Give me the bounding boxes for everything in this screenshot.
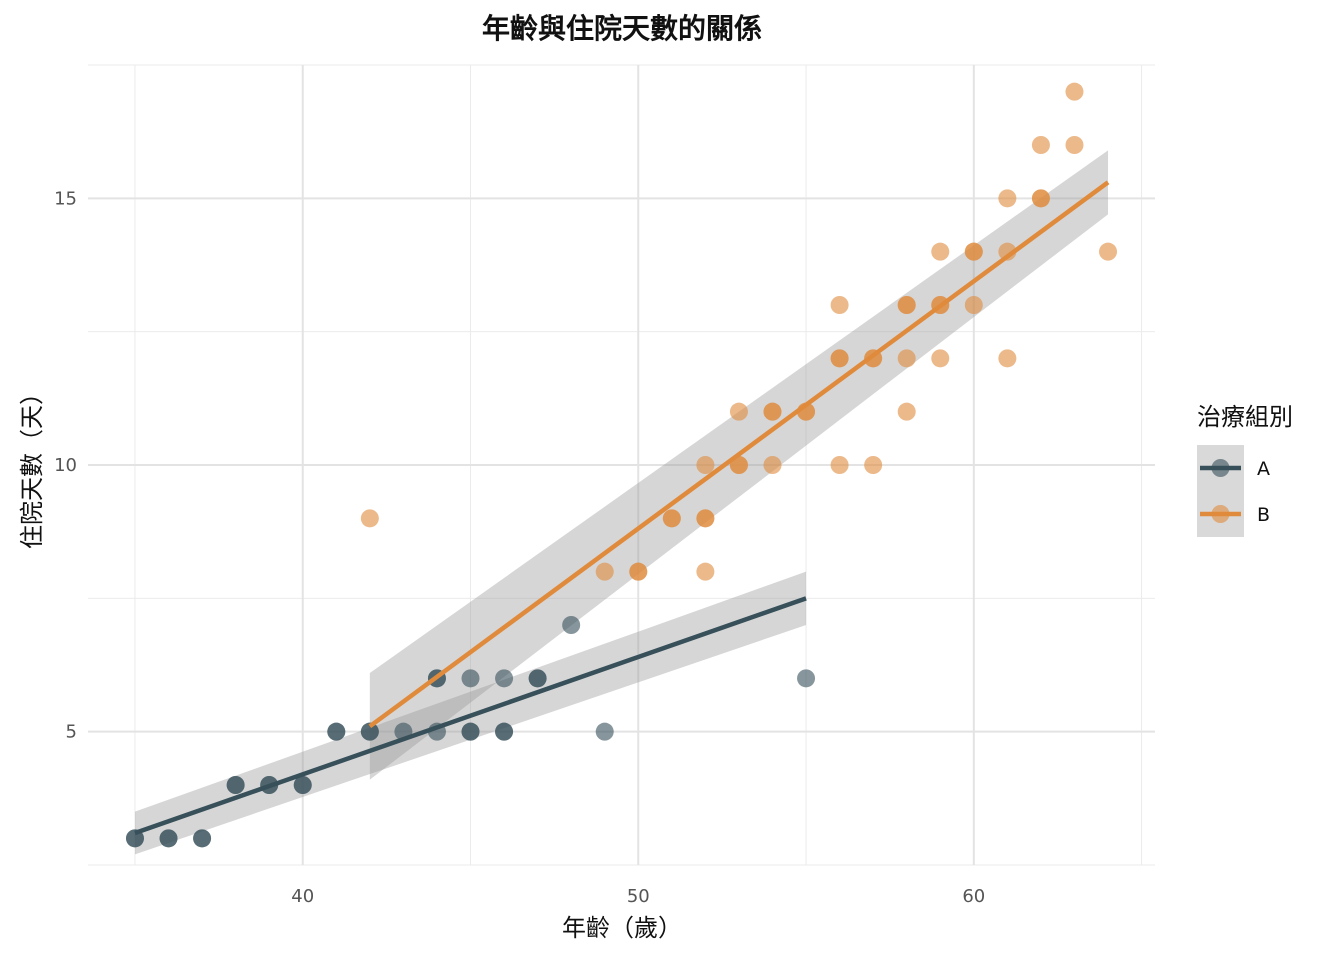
- y-axis-title: 住院天數（天）: [18, 381, 46, 549]
- data-point-A: [226, 776, 245, 794]
- data-point-A: [562, 616, 581, 634]
- data-point-B: [1031, 189, 1050, 208]
- x-tick-label: 40: [291, 886, 314, 907]
- x-axis-title: 年齡（歲）: [562, 914, 682, 942]
- legend-key-point-B: [1211, 505, 1230, 523]
- y-axis-ticks: 5 10 15: [54, 188, 77, 742]
- data-point-B: [763, 402, 782, 421]
- data-point-A: [495, 722, 514, 741]
- data-point-B: [830, 349, 849, 368]
- data-point-A: [528, 669, 547, 688]
- data-point-B: [595, 562, 614, 581]
- data-point-B: [897, 349, 916, 368]
- data-point-B: [931, 349, 950, 368]
- data-point-A: [327, 722, 346, 741]
- legend-key-point-A: [1211, 459, 1230, 477]
- fit-line-B: [368, 180, 1110, 729]
- data-point-B: [964, 242, 983, 261]
- fit-lines: [134, 180, 1110, 836]
- legend-title: 治療組別: [1197, 403, 1293, 431]
- data-point-B: [696, 456, 715, 474]
- data-point-A: [461, 722, 480, 741]
- x-tick-label: 50: [627, 886, 650, 907]
- data-point-B: [696, 562, 715, 581]
- fit-line-A: [134, 596, 807, 836]
- data-point-A: [461, 669, 480, 688]
- data-point-B: [998, 189, 1017, 208]
- legend-label-B: B: [1257, 504, 1270, 526]
- data-point-B: [662, 509, 681, 528]
- data-point-B: [1099, 242, 1118, 261]
- data-point-A: [159, 829, 178, 848]
- data-point-B: [729, 402, 748, 421]
- data-point-B: [696, 509, 715, 528]
- data-point-B: [998, 242, 1017, 261]
- y-tick-label: 5: [66, 722, 77, 743]
- data-point-A: [125, 829, 144, 848]
- data-point-A: [595, 722, 614, 741]
- legend-label-A: A: [1257, 458, 1270, 480]
- chart-title: 年齡與住院天數的關係: [482, 12, 762, 45]
- data-point-B: [729, 456, 748, 474]
- data-point-B: [964, 296, 983, 314]
- data-point-A: [495, 669, 514, 688]
- x-axis-ticks: 40 50 60: [291, 886, 985, 907]
- data-point-B: [931, 242, 950, 261]
- y-tick-label: 15: [54, 188, 77, 209]
- data-point-B: [830, 296, 849, 314]
- data-point-B: [897, 402, 916, 421]
- data-point-B: [1031, 136, 1050, 154]
- data-point-B: [763, 456, 782, 474]
- data-point-A: [360, 722, 379, 741]
- data-point-A: [293, 776, 312, 794]
- data-point-B: [629, 562, 648, 581]
- data-point-B: [1065, 82, 1084, 101]
- data-point-A: [193, 829, 212, 848]
- data-point-B: [830, 456, 849, 474]
- major-gridlines: [88, 65, 1155, 865]
- data-point-A: [797, 669, 816, 688]
- data-point-B: [897, 296, 916, 314]
- legend: 治療組別 A B: [1197, 403, 1293, 537]
- x-tick-label: 60: [962, 886, 985, 907]
- data-point-B: [998, 349, 1017, 368]
- data-point-B: [360, 509, 379, 528]
- data-point-B: [1065, 136, 1084, 154]
- y-tick-label: 10: [54, 455, 77, 476]
- data-point-B: [864, 456, 883, 474]
